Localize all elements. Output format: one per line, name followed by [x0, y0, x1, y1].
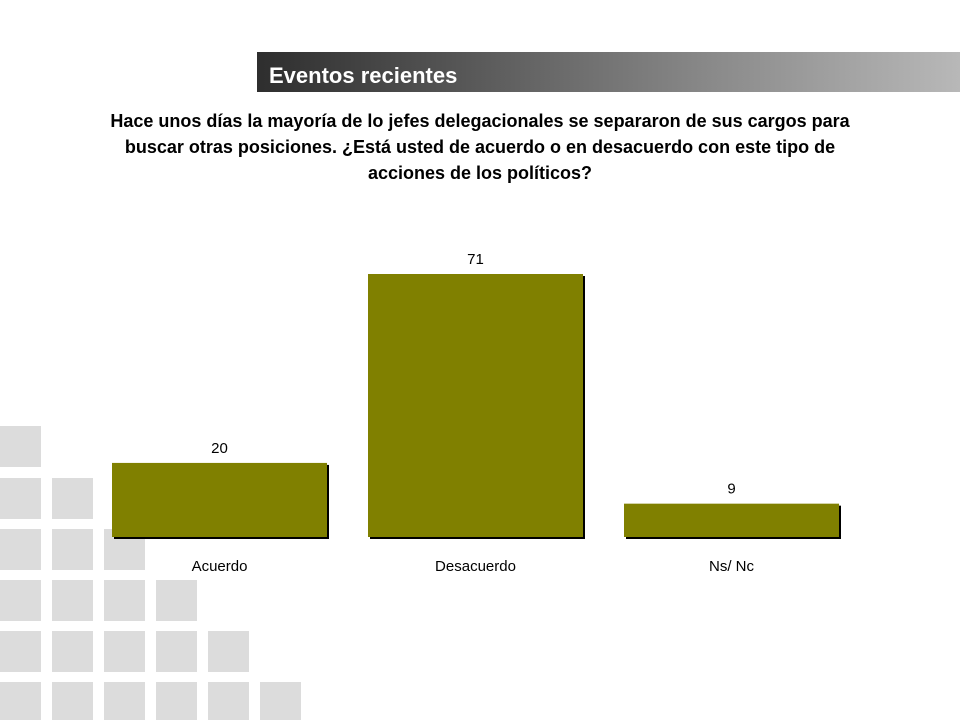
decorative-square [0, 580, 41, 621]
decorative-square [208, 682, 249, 720]
survey-question: Hace unos días la mayoría de lo jefes de… [110, 111, 850, 183]
decorative-square [260, 682, 301, 720]
data-label: 20 [211, 440, 228, 457]
section-title: Eventos recientes [269, 63, 458, 88]
data-label: 71 [467, 251, 484, 268]
decorative-square [156, 580, 197, 621]
decorative-square [0, 478, 41, 519]
bar-desacuerdo [368, 274, 583, 537]
data-label: 9 [727, 481, 735, 498]
bar-acuerdo [112, 462, 327, 537]
section-title-bar: Eventos recientes [257, 52, 960, 92]
decorative-square [0, 426, 41, 467]
decorative-square [0, 529, 41, 570]
category-label: Acuerdo [192, 558, 248, 575]
category-label: Desacuerdo [435, 558, 516, 575]
decorative-square [52, 580, 93, 621]
decorative-square [208, 631, 249, 672]
decorative-square [52, 682, 93, 720]
decorative-square [104, 580, 145, 621]
decorative-square [52, 478, 93, 519]
decorative-square [156, 682, 197, 720]
decorative-square [52, 529, 93, 570]
decorative-square-grid [0, 426, 301, 720]
decorative-square [156, 631, 197, 672]
bar-ns-nc [624, 503, 839, 537]
decorative-square [52, 631, 93, 672]
decorative-square [104, 631, 145, 672]
category-label: Ns/ Nc [709, 558, 755, 575]
decorative-square [0, 682, 41, 720]
decorative-square [104, 682, 145, 720]
decorative-square [0, 631, 41, 672]
